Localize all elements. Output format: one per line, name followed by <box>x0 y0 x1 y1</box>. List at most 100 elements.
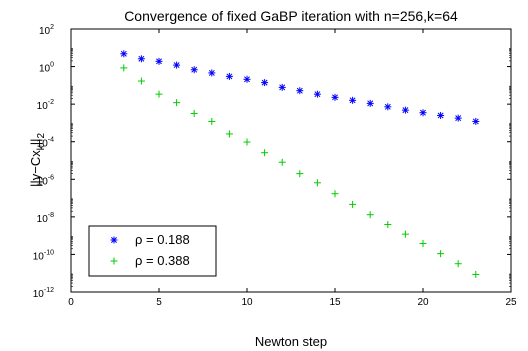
y-axis-label-sub-k: k <box>36 144 47 150</box>
data-point <box>190 109 198 117</box>
data-point-d2 <box>191 66 198 73</box>
x-tick-label: 5 <box>156 297 162 308</box>
y-tick-exponent: 0 <box>50 62 54 69</box>
data-point-d2 <box>437 112 444 119</box>
data-point-d2 <box>279 84 286 91</box>
data-point <box>296 87 304 95</box>
data-point-d2 <box>314 91 321 98</box>
x-tick-label: 20 <box>417 297 429 308</box>
data-point <box>437 111 445 119</box>
data-point <box>384 221 392 229</box>
data-point <box>225 130 233 138</box>
legend-marker-rho-0388 <box>110 257 118 265</box>
y-tick-label: 10-12 <box>33 287 54 300</box>
y-tick-exponent: -2 <box>48 99 54 106</box>
y-tick-exponent: -6 <box>48 174 54 181</box>
y-tick-base: 10 <box>39 26 51 37</box>
data-point-d2 <box>420 109 426 116</box>
data-point-d2 <box>138 55 145 62</box>
y-axis-label-main: ||y−Cx <box>28 150 43 187</box>
y-tick-base: 10 <box>37 101 49 112</box>
legend-label-rho-0188: ρ = 0.188 <box>135 232 190 247</box>
data-point <box>331 93 339 101</box>
data-point-d2 <box>367 100 374 107</box>
data-point <box>190 66 198 74</box>
data-point <box>401 230 409 238</box>
legend-marker-rho-0188 <box>110 236 118 244</box>
data-point-d2 <box>384 103 391 110</box>
data-point <box>137 77 145 85</box>
y-tick-exponent: -4 <box>48 137 54 144</box>
y-tick-label: 10-6 <box>37 174 54 187</box>
legend-marker-star <box>110 236 118 244</box>
data-point <box>349 200 357 208</box>
data-point-d2 <box>332 94 338 101</box>
y-tick-base: 10 <box>37 214 49 225</box>
data-point <box>120 50 128 58</box>
series-rho-0388 <box>120 64 480 278</box>
series-rho-0188 <box>120 50 480 125</box>
data-point <box>366 211 374 219</box>
data-point <box>173 61 181 69</box>
data-point <box>208 117 216 125</box>
data-series <box>120 50 480 278</box>
y-tick-base: 10 <box>37 176 49 187</box>
y-axis-label: ||y−Cxk||2 <box>28 133 47 188</box>
data-point-d2 <box>173 62 180 69</box>
data-point-d2 <box>472 118 479 125</box>
y-tick-exponent: -10 <box>44 249 54 256</box>
y-axis-label-sub-2: 2 <box>36 133 47 139</box>
data-point <box>208 69 216 77</box>
y-tick-exponent: -8 <box>48 212 54 219</box>
data-point <box>120 64 128 72</box>
data-point-d2 <box>208 69 215 76</box>
y-tick-label: 10-2 <box>37 99 54 112</box>
data-point-d2 <box>226 73 233 80</box>
y-tick-base: 10 <box>33 251 45 262</box>
data-point <box>155 57 163 65</box>
legend-label-rho-0388: ρ = 0.388 <box>135 253 190 268</box>
x-tick-label: 10 <box>241 297 253 308</box>
data-point <box>173 99 181 107</box>
y-tick-label: 10-8 <box>37 212 54 225</box>
data-point <box>243 75 251 83</box>
data-point <box>419 240 427 248</box>
data-point <box>384 103 392 111</box>
y-tick-label: 102 <box>39 24 54 37</box>
legend-marker-star-d2 <box>111 237 117 243</box>
data-point <box>261 79 269 87</box>
data-point <box>331 190 339 198</box>
data-point-d2 <box>156 58 162 65</box>
y-axis-label-bars: || <box>28 139 43 146</box>
data-point <box>313 90 321 98</box>
data-point-d2 <box>349 97 356 104</box>
data-point <box>472 270 480 278</box>
y-tick-exponent: 2 <box>50 24 54 31</box>
legend-box <box>88 225 217 277</box>
data-point <box>472 117 480 125</box>
data-point <box>296 170 304 178</box>
data-point <box>366 99 374 107</box>
x-tick-label: 15 <box>329 297 341 308</box>
y-tick-base: 10 <box>37 139 49 150</box>
data-point <box>401 106 409 114</box>
y-tick-exponent: -12 <box>44 287 54 294</box>
data-point <box>349 96 357 104</box>
data-point-d2 <box>402 107 409 114</box>
y-tick-label: 10-10 <box>33 249 54 262</box>
data-point <box>454 114 462 122</box>
legend: ρ = 0.188 ρ = 0.388 <box>88 225 217 277</box>
data-point-d2 <box>296 87 303 94</box>
data-point-d2 <box>244 76 250 83</box>
data-point <box>261 149 269 157</box>
x-tick-label: 25 <box>505 297 517 308</box>
data-point <box>225 72 233 80</box>
data-point <box>278 83 286 91</box>
data-point <box>137 55 145 63</box>
data-point <box>278 158 286 166</box>
data-point <box>437 250 445 258</box>
legend-marker-plus <box>110 257 118 265</box>
x-tick-label: 0 <box>68 297 74 308</box>
